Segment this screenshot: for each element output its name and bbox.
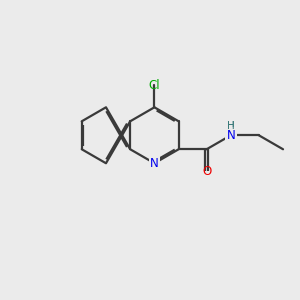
- Text: N: N: [226, 129, 235, 142]
- Text: O: O: [202, 165, 211, 178]
- Text: Cl: Cl: [148, 79, 160, 92]
- Text: H: H: [227, 122, 235, 131]
- Text: H: H: [227, 122, 235, 131]
- Text: N: N: [226, 129, 235, 142]
- Text: N: N: [150, 157, 159, 170]
